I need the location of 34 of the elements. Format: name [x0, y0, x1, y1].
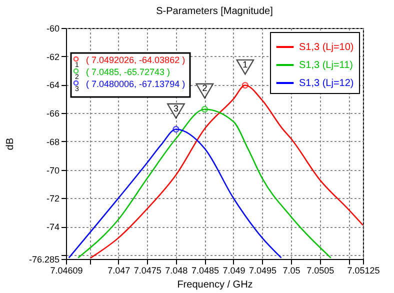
x-tick-label: 7.05	[282, 266, 300, 276]
x-tick-label: 7.047	[108, 266, 130, 276]
point	[172, 126, 180, 133]
annotation: ( 7.0485, -65.72743 )	[86, 67, 170, 77]
chart-title: S-Parameters [Magnitude]	[156, 6, 274, 17]
y-tick-label: -74	[46, 222, 60, 232]
y-tick-label: -68	[46, 136, 60, 147]
annotation: 1	[242, 59, 248, 70]
point	[201, 106, 208, 113]
legend-label: S1,3 (Lj=12)	[299, 78, 354, 89]
x-tick-label: 7.0505	[306, 266, 334, 276]
annotation: ( 7.0480006, -67.13794 )	[86, 79, 186, 89]
x-tick-label: 7.0475	[134, 266, 162, 276]
point	[242, 82, 248, 89]
y-tick-label: -60	[46, 24, 60, 34]
annotation: 3	[173, 103, 178, 114]
x-axis-title: Frequency / GHz	[177, 280, 253, 290]
y-tick-label: -76.285	[28, 254, 60, 264]
annotation: ( 7.0492026, -64.03862 )	[86, 55, 186, 65]
x-tick-label: 7.0495	[249, 266, 277, 276]
x-tick-label: 7.048	[165, 266, 188, 276]
y-tick-label: -66	[46, 108, 60, 119]
legend-label: S1,3 (Lj=11)	[299, 60, 354, 71]
x-tick-label: 7.04609	[50, 266, 83, 276]
x-tick-label: 7.0485	[191, 266, 219, 276]
y-tick-label: -64	[46, 80, 60, 90]
y-tick-label: -72	[46, 194, 60, 204]
x-tick-label: 7.05125	[347, 266, 380, 276]
y-tick-label: -70	[46, 165, 60, 176]
x-tick-label: 7.049	[222, 266, 246, 276]
y-tick-label: -62	[46, 52, 60, 62]
annotation: 2	[202, 83, 208, 94]
legend-label: S1,3 (Lj=10)	[299, 42, 354, 53]
y-axis-title: dB	[4, 138, 16, 150]
